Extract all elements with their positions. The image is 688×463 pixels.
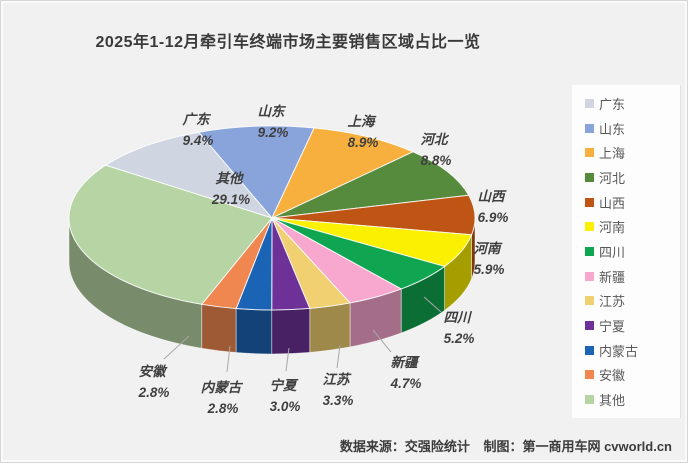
leader-line-7	[372, 329, 392, 353]
slice-label-name: 其他	[216, 171, 245, 186]
leader-line-9	[285, 347, 290, 372]
slice-label-name: 上海	[348, 114, 377, 129]
legend-item-11: 安徽	[572, 365, 680, 384]
slice-label-value: 9.4%	[183, 133, 214, 148]
slice-label-1: 山东 9.2%	[258, 104, 289, 140]
legend-label: 山东	[599, 121, 626, 137]
slice-label-12: 其他 29.1%	[211, 171, 250, 207]
slice-label-name: 江苏	[323, 372, 352, 387]
legend-swatch-icon	[585, 395, 594, 405]
slice-label-8: 江苏 3.3%	[323, 372, 354, 408]
legend-label: 其他	[599, 393, 626, 409]
pie-slice-3	[271, 151, 470, 219]
slice-label-value: 8.9%	[348, 135, 379, 150]
legend-label: 内蒙古	[599, 343, 639, 359]
legend-label: 安徽	[599, 368, 626, 384]
slice-label-value: 4.7%	[390, 376, 422, 391]
legend-swatch-icon	[585, 345, 594, 355]
footer-credits: 数据来源：交强险统计 制图：第一商用车网 cvworld.cn	[340, 436, 672, 455]
slice-label-name: 河北	[421, 132, 450, 147]
leader-line-8	[336, 344, 341, 369]
slice-label-name: 内蒙古	[201, 380, 244, 395]
legend-swatch-icon	[585, 370, 594, 380]
legend-label: 宁夏	[599, 319, 626, 335]
legend-item-4: 山西	[572, 193, 680, 212]
legend-item-12: 其他	[572, 390, 680, 409]
chart-title: 2025年1-12月牵引车终端市场主要销售区域占比一览	[95, 34, 481, 51]
legend-label: 河北	[599, 170, 626, 186]
slice-label-name: 山西	[478, 189, 507, 204]
slice-label-value: 5.2%	[444, 331, 475, 346]
slice-label-value: 6.9%	[478, 210, 509, 225]
slice-label-11: 安徽 2.8%	[138, 364, 170, 400]
slice-label-name: 广东	[183, 112, 212, 127]
pie-slice-side-9	[271, 307, 311, 355]
slice-label-name: 四川	[444, 310, 473, 325]
legend-swatch-icon	[585, 148, 594, 158]
legend-swatch-icon	[585, 246, 594, 256]
legend-item-0: 广东	[572, 94, 680, 113]
legend-panel: 广东山东上海河北山西河南四川新疆江苏宁夏内蒙古安徽其他	[572, 85, 681, 418]
slice-label-value: 9.2%	[258, 125, 289, 140]
legend-swatch-icon	[585, 271, 594, 281]
chart-credit-label: 制图：第一商用车网 cvworld.cn	[483, 439, 672, 454]
pie-slice-2	[270, 127, 415, 220]
legend-swatch-icon	[585, 197, 594, 207]
slice-label-value: 8.8%	[421, 153, 452, 168]
legend-swatch-icon	[585, 321, 594, 331]
legend-label: 河南	[599, 220, 626, 236]
slice-label-4: 山西 6.9%	[478, 189, 509, 225]
legend-item-6: 四川	[572, 242, 680, 261]
slice-label-3: 河北 8.8%	[421, 132, 452, 168]
slice-label-name: 安徽	[139, 364, 168, 379]
legend-item-10: 内蒙古	[572, 341, 680, 360]
slice-label-5: 河南 5.9%	[474, 241, 505, 277]
slice-label-name: 新疆	[391, 355, 420, 370]
legend-label: 上海	[599, 146, 626, 162]
slice-label-value: 3.3%	[323, 393, 354, 408]
slice-label-name: 山东	[258, 104, 287, 119]
slice-label-10: 内蒙古 2.8%	[201, 380, 244, 416]
slice-label-7: 新疆 4.7%	[390, 355, 422, 391]
legend-item-7: 新疆	[572, 267, 680, 286]
legend-item-9: 宁夏	[572, 316, 680, 335]
legend-item-1: 山东	[572, 119, 680, 138]
legend-swatch-icon	[585, 296, 594, 306]
slice-label-name: 河南	[474, 241, 503, 256]
data-source-label: 数据来源：交强险统计	[339, 439, 470, 454]
slice-label-2: 上海 8.9%	[348, 114, 379, 150]
pie-slice-1	[197, 125, 315, 219]
legend-swatch-icon	[585, 98, 594, 108]
leader-line-10	[226, 345, 231, 373]
pie-slice-0	[104, 131, 274, 220]
pie-slice-side-10	[235, 308, 273, 355]
legend-item-8: 江苏	[572, 291, 680, 310]
slice-label-0: 广东 9.4%	[183, 112, 214, 148]
pie-slice-side-11	[201, 303, 237, 353]
legend-swatch-icon	[585, 123, 594, 133]
slice-label-6: 四川 5.2%	[444, 310, 475, 346]
legend-item-2: 上海	[572, 143, 680, 162]
slice-label-value: 2.8%	[207, 401, 239, 416]
slice-label-value: 5.9%	[474, 262, 505, 277]
leader-line-6	[423, 296, 442, 313]
legend-label: 广东	[599, 96, 626, 112]
slice-label-value: 29.1%	[211, 192, 250, 207]
legend-label: 四川	[599, 244, 626, 260]
legend-item-3: 河北	[572, 168, 680, 187]
legend-label: 新疆	[599, 269, 626, 285]
pie-slice-side-8	[309, 302, 351, 353]
slice-label-value: 2.8%	[138, 385, 170, 400]
legend-item-5: 河南	[572, 217, 680, 236]
slice-label-9: 宁夏 3.0%	[270, 378, 301, 414]
legend-label: 江苏	[599, 294, 626, 310]
legend-label: 山西	[599, 195, 626, 211]
legend-swatch-icon	[585, 222, 594, 232]
pie-slice-12	[68, 164, 273, 305]
legend-swatch-icon	[585, 172, 594, 182]
slice-label-name: 宁夏	[270, 378, 299, 393]
slice-label-value: 3.0%	[270, 399, 301, 414]
leader-line-11	[163, 335, 190, 360]
